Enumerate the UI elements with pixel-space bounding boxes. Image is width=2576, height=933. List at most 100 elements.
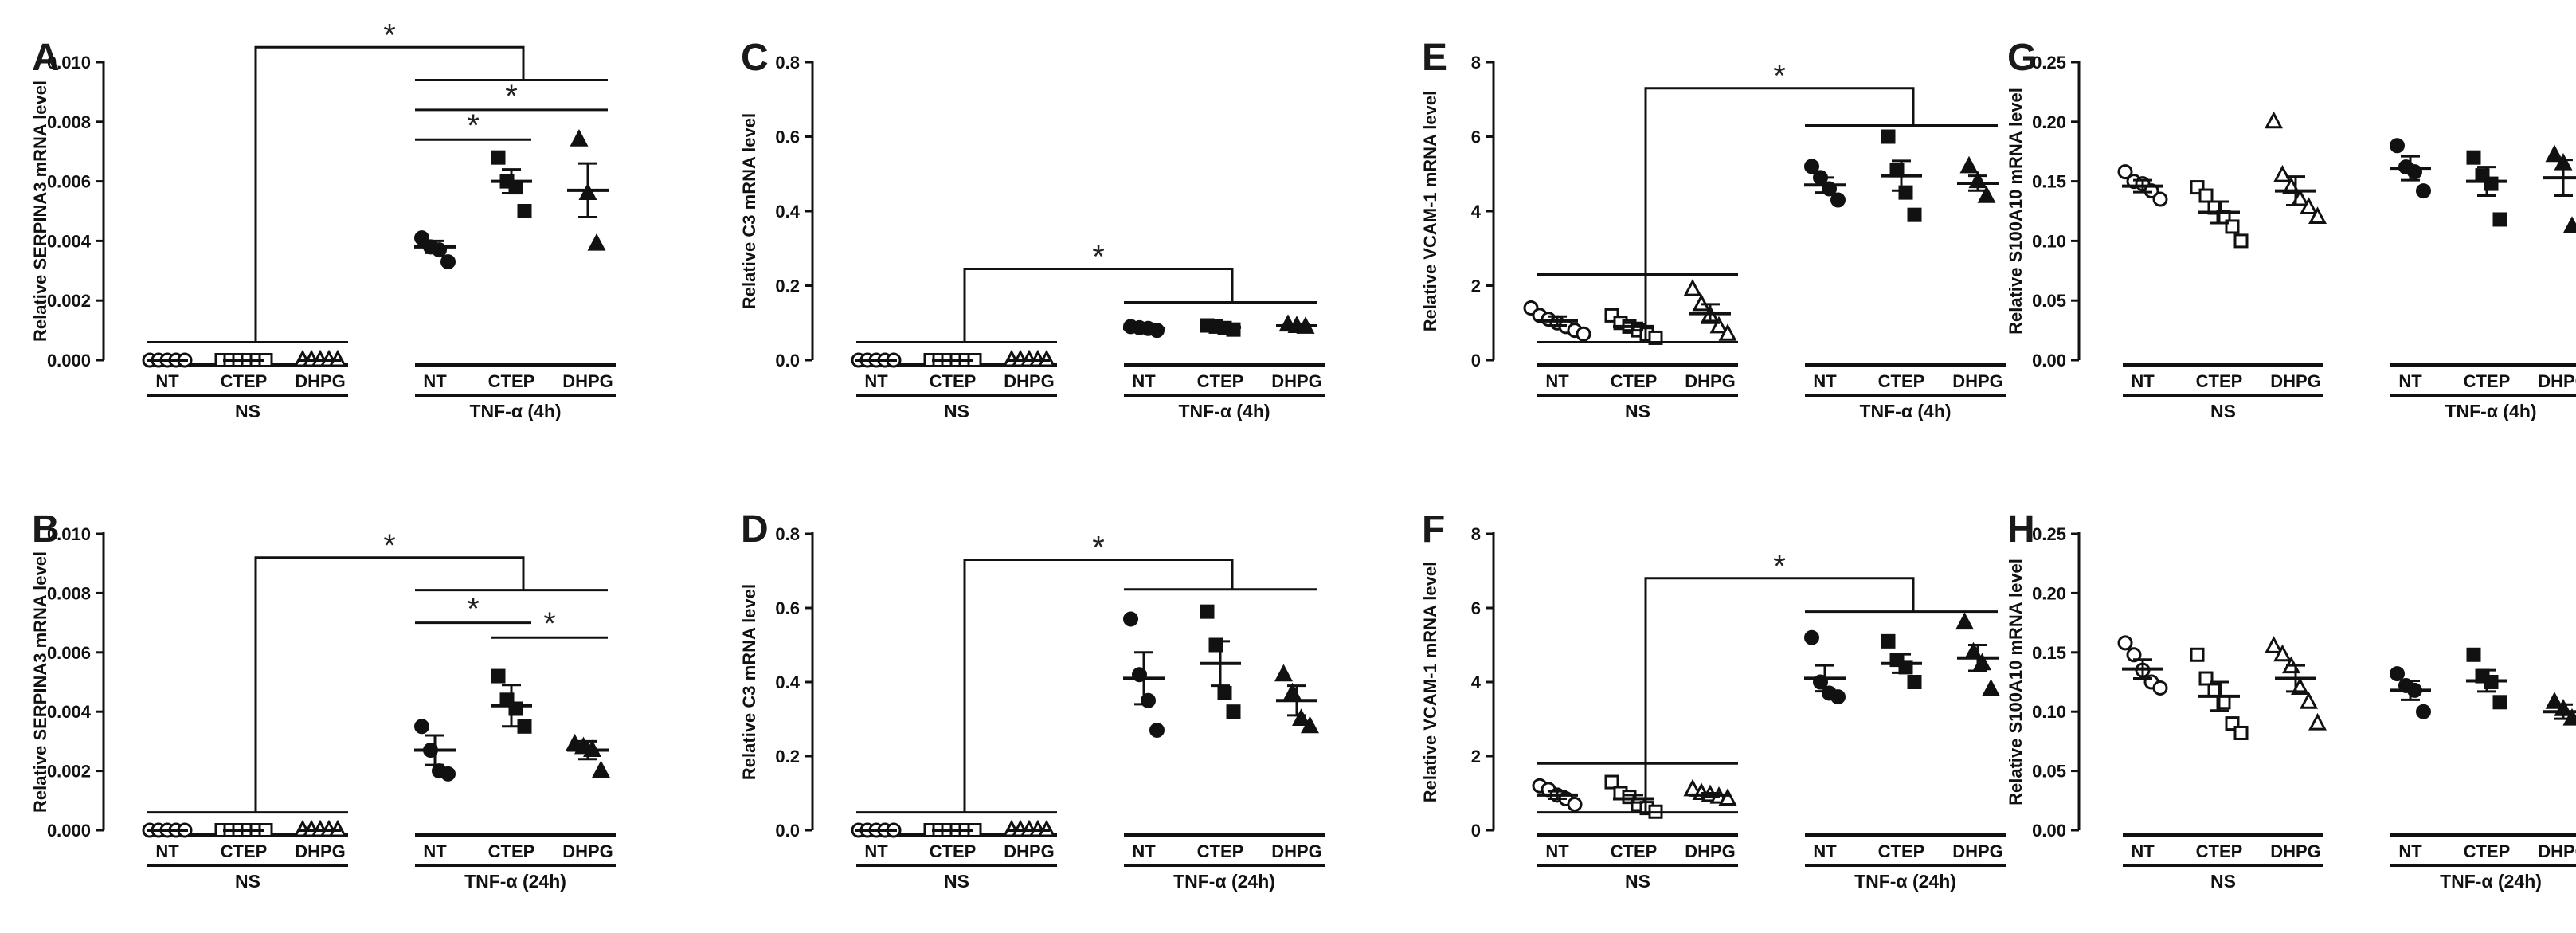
y-tick-label: 0.8 — [775, 524, 800, 544]
x-tick-label: NT — [2398, 371, 2422, 391]
data-series — [923, 823, 982, 837]
y-tick-label: 2 — [1471, 276, 1481, 296]
x-tick-label: DHPG — [562, 841, 613, 861]
data-point — [2466, 647, 2481, 662]
x-tick-label: NT — [155, 841, 179, 861]
chart-panel-h: H Relative S100A10 mRNA level 0.00 0.05 0.10… — [2006, 508, 2576, 892]
sig-star: * — [383, 528, 396, 563]
data-series — [214, 353, 273, 367]
y-tick-label: 0.10 — [2032, 702, 2066, 722]
x-group-label: NS — [944, 871, 969, 892]
y-tick-label: 0.4 — [775, 672, 800, 692]
data-series — [1200, 318, 1241, 337]
data-point — [570, 129, 589, 147]
data-point — [2190, 647, 2205, 662]
data-series — [1123, 611, 1165, 738]
x-tick-label: CTEP — [2196, 841, 2243, 861]
data-point — [2300, 692, 2318, 709]
data-point — [1200, 604, 1215, 619]
data-series — [1276, 314, 1317, 334]
x-group-label: NS — [1625, 401, 1650, 421]
y-tick-label: 0.006 — [47, 172, 91, 192]
data-point — [2198, 671, 2214, 686]
chart-panel-e: E Relative VCAM-1 mRNA level 0 2 4 6 8 NT CTEP DH… — [1420, 37, 2006, 421]
x-tick-label: NT — [1813, 841, 1837, 861]
data-series — [1881, 129, 1922, 222]
data-series — [566, 733, 610, 778]
data-series — [1200, 604, 1241, 719]
y-tick-label: 0.00 — [2032, 351, 2066, 370]
data-series — [2466, 647, 2507, 710]
panel-letter: E — [1422, 37, 1447, 79]
data-point — [1217, 685, 1232, 700]
x-tick-label: DHPG — [1271, 841, 1322, 861]
data-point — [2265, 111, 2283, 129]
data-series — [1523, 300, 1591, 342]
data-series — [1957, 155, 1999, 203]
data-series — [2390, 138, 2431, 199]
x-group-label: TNF-α (4h) — [469, 401, 561, 421]
data-series — [851, 352, 902, 368]
panel-letter: G — [2007, 37, 2037, 79]
y-axis-label: Relative VCAM-1 mRNA level — [1420, 562, 1440, 802]
x-group-label: TNF-α (24h) — [2440, 871, 2542, 892]
chart-panel-d: D Relative C3 mRNA level 0.0 0.2 0.4 0.6 0.8 NT… — [739, 508, 1325, 892]
y-axis-label: Relative VCAM-1 mRNA level — [1420, 91, 1440, 331]
y-tick-label: 6 — [1471, 127, 1481, 147]
sig-bracket — [254, 556, 525, 813]
data-point — [1567, 796, 1583, 812]
x-tick-label: DHPG — [1952, 371, 2003, 391]
data-series — [293, 819, 347, 837]
y-tick-label: 0.010 — [47, 53, 91, 73]
y-axis-label: Relative S100A10 mRNA level — [2006, 88, 2026, 335]
panel-letter: D — [741, 508, 769, 551]
x-group-label: NS — [2210, 401, 2236, 421]
x-tick-label: DHPG — [1271, 371, 1322, 391]
x-tick-label: DHPG — [562, 371, 613, 391]
data-series — [2265, 111, 2327, 224]
x-tick-label: CTEP — [1878, 371, 1925, 391]
y-tick-label: 0.20 — [2032, 583, 2066, 603]
y-tick-label: 0.002 — [47, 291, 91, 311]
y-tick-label: 0.25 — [2032, 524, 2066, 544]
data-point — [414, 719, 429, 735]
data-series — [2543, 144, 2576, 233]
data-series — [491, 668, 532, 734]
y-tick-label: 8 — [1471, 53, 1481, 73]
x-tick-label: NT — [864, 371, 888, 391]
x-group-label: TNF-α (24h) — [1854, 871, 1956, 892]
data-series — [2117, 164, 2168, 207]
sig-bracket — [1644, 577, 1915, 813]
y-tick-label: 0.6 — [775, 598, 800, 618]
data-series — [142, 822, 193, 838]
x-tick-label: CTEP — [930, 371, 977, 391]
data-point — [1977, 186, 1996, 203]
x-tick-label: DHPG — [1952, 841, 2003, 861]
y-tick-label: 4 — [1471, 202, 1482, 221]
y-tick-label: 0.15 — [2032, 172, 2066, 192]
data-point — [1959, 155, 1979, 174]
y-axis-label: Relative C3 mRNA level — [739, 584, 759, 780]
x-tick-label: NT — [1813, 371, 1837, 391]
x-group-label: TNF-α (4h) — [1859, 401, 1951, 421]
chart-panel-g: G Relative S100A10 mRNA level 0.00 0.05 0.10… — [2006, 37, 2576, 421]
x-tick-label: CTEP — [930, 841, 977, 861]
sig-star: * — [383, 18, 396, 53]
x-tick-label: DHPG — [2270, 371, 2321, 391]
x-tick-label: NT — [1132, 841, 1156, 861]
sig-bracket — [963, 267, 1234, 343]
panel-letter: F — [1422, 508, 1445, 551]
data-point — [2273, 164, 2292, 182]
data-point — [2390, 666, 2405, 682]
data-point — [2225, 219, 2240, 234]
y-tick-label: 0.0 — [775, 351, 800, 370]
y-tick-label: 0.20 — [2032, 112, 2066, 132]
y-axis-label: Relative S100A10 mRNA level — [2006, 559, 2026, 806]
data-point — [2117, 164, 2133, 180]
data-point — [1683, 278, 1702, 296]
x-tick-label: CTEP — [1197, 371, 1244, 391]
data-point — [2466, 150, 2481, 165]
sig-star: * — [505, 79, 518, 114]
data-series — [1002, 349, 1056, 367]
